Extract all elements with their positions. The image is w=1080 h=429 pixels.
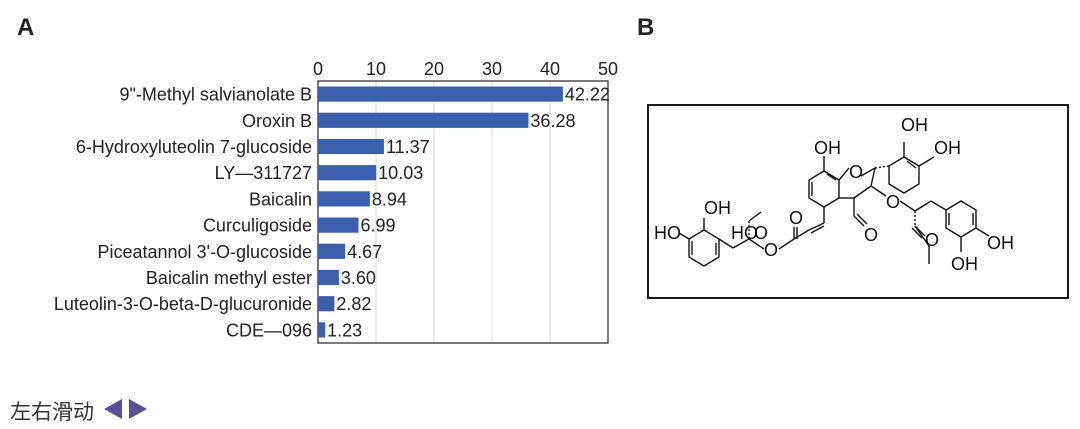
x-tick-label: 30 (482, 59, 502, 79)
bar-value-label: 8.94 (372, 189, 407, 209)
structure-label: HO (654, 223, 681, 243)
y-category-label: 6-Hydroxyluteolin 7-glucoside (76, 137, 312, 157)
x-tick-label: 10 (366, 59, 386, 79)
structure-label: OH (814, 138, 841, 158)
y-category-label: Oroxin B (242, 111, 312, 131)
y-category-label: Baicalin methyl ester (146, 268, 312, 288)
bar-chart: 0 10 20 30 40 50 9"-Methyl salvianolate B 42.22… (54, 59, 618, 344)
x-tick-label: 50 (598, 59, 618, 79)
chemical-structure-panel: OH HO HO O O O OH O OH OH O O O OH OH (647, 104, 1069, 299)
bar-value-label: 4.67 (347, 242, 382, 262)
panel-a-label: A (17, 14, 35, 41)
bar (318, 86, 563, 102)
y-category-label: Curculigoside (203, 216, 312, 236)
bar (318, 217, 359, 233)
triangle-right-icon[interactable] (127, 398, 149, 424)
plot-frame (317, 80, 609, 344)
y-category-label: 9"-Methyl salvianolate B (120, 85, 312, 105)
bar (318, 165, 377, 181)
triangle-left-icon[interactable] (102, 398, 124, 424)
structure-label: OH (951, 254, 978, 274)
y-category-label: Baicalin (249, 189, 312, 209)
bar-value-label: 2.82 (336, 294, 371, 314)
bar (318, 191, 370, 207)
structure-label: O (849, 162, 863, 182)
slide-hint-label: 左右滑动 (10, 400, 94, 424)
bar (318, 296, 335, 312)
bar-value-label: 11.37 (386, 137, 430, 157)
bar-value-label: 36.28 (530, 111, 575, 131)
structure-label: OH (901, 115, 928, 135)
structure-label: OH (987, 233, 1014, 253)
y-category-label: Luteolin-3-O-beta-D-glucuronide (54, 294, 312, 314)
structure-label: HO (731, 223, 758, 243)
panel-b-label: B (637, 14, 655, 41)
x-tick-label: 0 (313, 59, 323, 79)
bar (318, 269, 339, 286)
structure-label: O (764, 240, 778, 260)
bar (318, 138, 384, 155)
y-category-label: Piceatannol 3'-O-glucoside (97, 242, 312, 262)
bar (318, 322, 326, 338)
structure-label: O (754, 223, 768, 243)
x-tick-label: 20 (424, 59, 444, 79)
structure-label: O (789, 208, 803, 228)
bar-value-label: 10.03 (378, 163, 423, 183)
chemical-structure-drawing: OH HO HO O O O OH O OH OH O O O OH OH (654, 115, 1014, 274)
x-tick-label: 40 (540, 59, 560, 79)
y-category-label: CDE—096 (226, 320, 312, 340)
structure-label: OH (934, 138, 961, 158)
bar-value-label: 1.23 (327, 320, 362, 340)
structure-label: O (864, 225, 878, 245)
slide-navigation: 左右滑动 (10, 396, 152, 426)
structure-label: O (925, 230, 939, 250)
y-category-label: LY—311727 (215, 163, 312, 183)
bar-value-label: 6.99 (361, 216, 396, 236)
bar (318, 243, 346, 259)
structure-label: OH (704, 198, 731, 218)
bar (318, 112, 529, 128)
bar-value-label: 3.60 (341, 268, 376, 288)
structure-label: O (886, 192, 900, 212)
bar-value-label: 42.22 (565, 85, 610, 105)
